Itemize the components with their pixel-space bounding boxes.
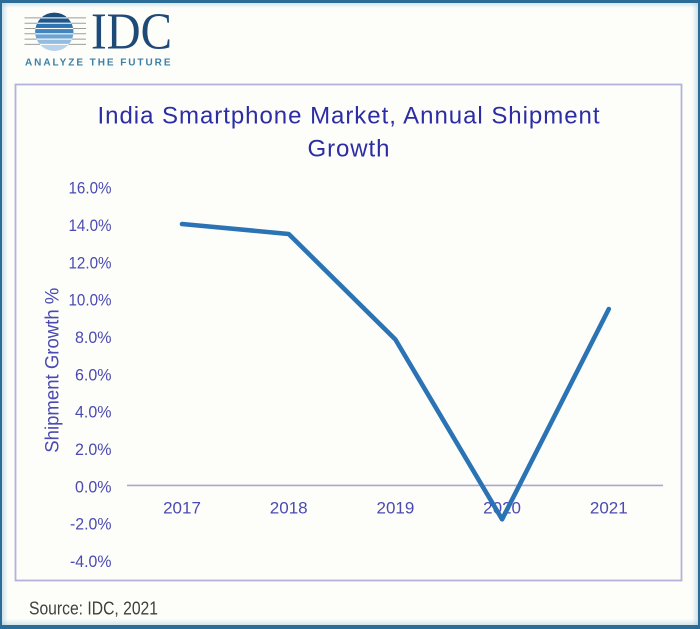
svg-text:Shipment Growth %: Shipment Growth % xyxy=(43,288,64,453)
svg-text:2019: 2019 xyxy=(376,498,414,517)
svg-text:2018: 2018 xyxy=(270,498,308,517)
svg-text:16.0%: 16.0% xyxy=(69,179,112,198)
svg-text:4.0%: 4.0% xyxy=(75,403,112,422)
svg-text:12.0%: 12.0% xyxy=(69,253,112,272)
svg-text:-4.0%: -4.0% xyxy=(70,552,112,571)
svg-text:2.0%: 2.0% xyxy=(75,440,112,459)
svg-text:-2.0%: -2.0% xyxy=(70,515,112,534)
svg-text:2017: 2017 xyxy=(163,498,201,517)
svg-text:0.0%: 0.0% xyxy=(75,477,112,496)
svg-text:Growth: Growth xyxy=(308,136,390,163)
svg-text:2021: 2021 xyxy=(590,498,628,517)
svg-text:6.0%: 6.0% xyxy=(75,365,112,384)
svg-text:8.0%: 8.0% xyxy=(75,328,112,347)
svg-text:India Smartphone Market, Annua: India Smartphone Market, Annual Shipment xyxy=(98,102,600,129)
svg-text:10.0%: 10.0% xyxy=(69,291,112,310)
svg-text:IDC: IDC xyxy=(91,4,172,61)
svg-text:Source: IDC, 2021: Source: IDC, 2021 xyxy=(29,597,158,618)
svg-text:ANALYZE THE FUTURE: ANALYZE THE FUTURE xyxy=(25,57,171,68)
svg-text:14.0%: 14.0% xyxy=(69,216,112,235)
